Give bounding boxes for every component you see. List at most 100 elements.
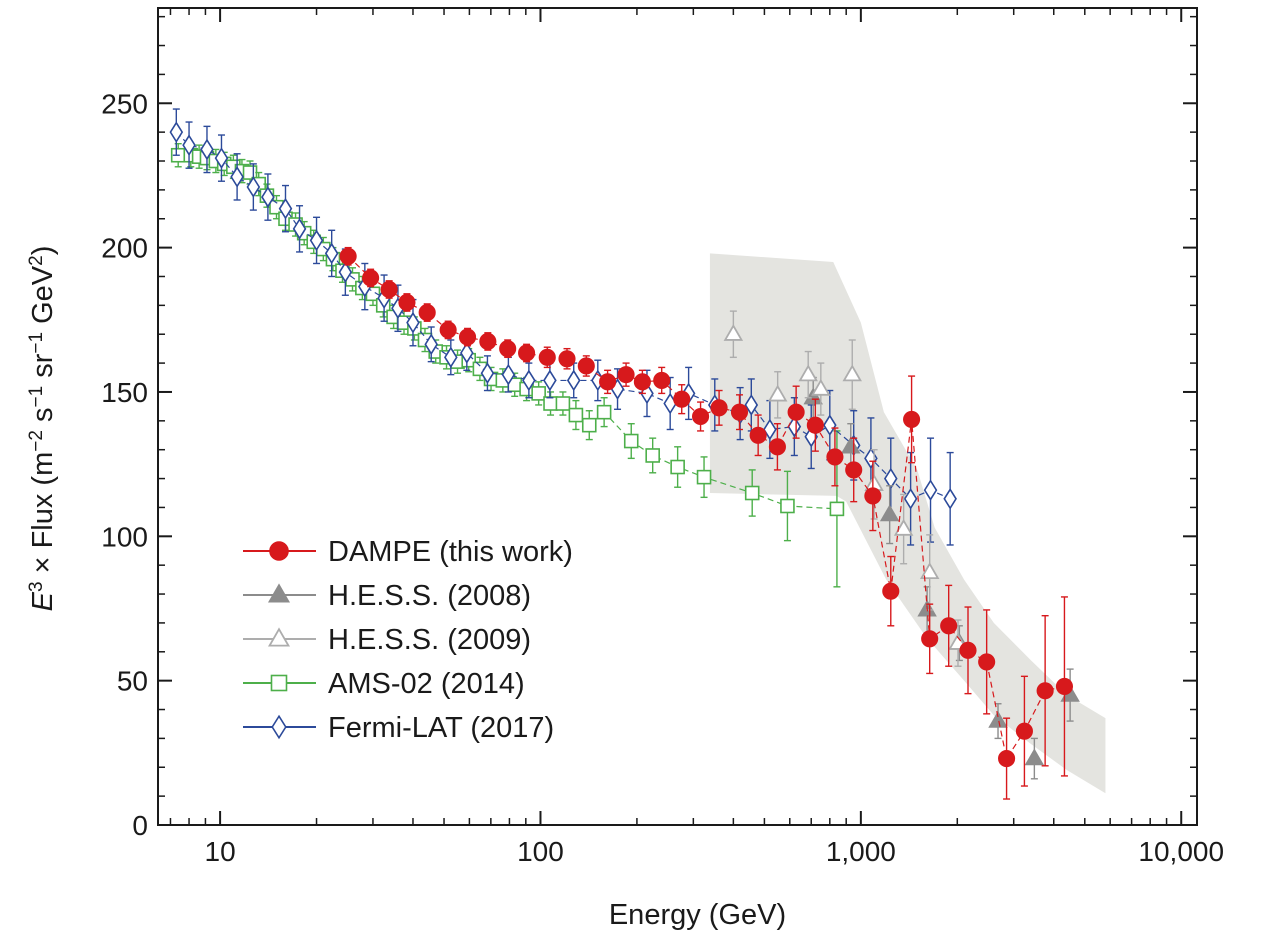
data-point [696, 469, 712, 485]
data-point [479, 332, 497, 350]
data-point [768, 438, 786, 456]
data-point [811, 378, 831, 396]
data-point [670, 459, 685, 475]
legend: DAMPE (this work) H.E.S.S. (2008) H.E.S.S.… [243, 536, 573, 744]
data-point [339, 247, 357, 265]
data-point [439, 321, 457, 339]
data-point [842, 364, 862, 382]
data-point [943, 487, 957, 510]
y-tick-label: 150 [101, 377, 148, 408]
y-axis-title-sup: 2 [26, 255, 47, 266]
data-point [806, 416, 824, 434]
series-Fermi-LAT (2017) [169, 108, 957, 546]
data-point [710, 399, 728, 417]
data-point [823, 414, 837, 437]
data-point [633, 373, 651, 391]
data-point [267, 627, 291, 647]
data-point [882, 582, 900, 600]
data-point [903, 487, 918, 510]
legend-entry: Fermi-LAT (2017) [243, 712, 554, 744]
legend-entry: H.E.S.S. (2008) [243, 580, 531, 612]
data-point [278, 197, 293, 220]
data-point [730, 403, 749, 421]
data-point [645, 448, 660, 463]
plot-frame [157, 7, 1198, 826]
legend-label: H.E.S.S. (2009) [328, 624, 531, 656]
y-tick-label: 250 [101, 88, 148, 119]
data-point [543, 369, 557, 392]
data-point [230, 166, 244, 188]
data-point [169, 121, 184, 144]
data-point [292, 217, 307, 240]
data-point [864, 447, 878, 470]
data-point [182, 134, 196, 156]
y-tick-label: 0 [132, 810, 148, 841]
x-tick-label: 10,000 [1138, 836, 1224, 867]
y-tick-label: 50 [117, 666, 148, 697]
data-point [269, 541, 289, 561]
data-point [826, 448, 844, 466]
data-point [923, 479, 938, 501]
data-point [798, 364, 818, 382]
data-point [406, 311, 420, 334]
data-point [531, 386, 546, 401]
x-tick-label: 1,000 [826, 836, 896, 867]
data-point [418, 304, 436, 322]
data-point [864, 487, 882, 505]
data-point [577, 357, 595, 375]
data-point [338, 261, 353, 284]
legend-label: AMS-02 (2014) [328, 668, 525, 700]
y-axis-title-base: E [27, 591, 59, 611]
data-point [267, 583, 291, 603]
data-point [501, 363, 516, 386]
data-point [919, 562, 940, 580]
data-point [893, 518, 914, 536]
data-point [1055, 677, 1074, 695]
data-point [324, 242, 339, 265]
data-point [458, 328, 477, 346]
data-point [787, 403, 805, 421]
data-point [841, 436, 861, 454]
data-point [780, 498, 795, 514]
data-point [538, 348, 556, 366]
data-point [599, 373, 617, 391]
data-point [261, 186, 275, 208]
y-axis-title-part: × Flux (m [27, 452, 59, 582]
x-axis-title: Energy (GeV) [609, 899, 786, 931]
y-axis-title-sup: −1 [26, 332, 47, 354]
y-axis-title-sup: −2 [26, 430, 47, 452]
series-DAMPE (this work) [339, 246, 1074, 800]
y-axis-title-part: sr [27, 353, 59, 386]
data-point [522, 369, 536, 392]
y-axis-title-sup: −1 [26, 386, 47, 408]
data-point [1024, 748, 1045, 766]
data-point [673, 390, 691, 408]
y-tick-label: 200 [101, 233, 148, 264]
data-point [940, 617, 958, 635]
data-point [200, 138, 214, 161]
data-point [998, 750, 1016, 768]
y-axis-title-part: s [27, 408, 59, 431]
data-point [845, 461, 863, 479]
data-point [460, 342, 474, 364]
legend-label: H.E.S.S. (2008) [328, 580, 531, 612]
data-point [566, 369, 581, 392]
data-point [883, 467, 898, 490]
data-point [1036, 682, 1054, 700]
data-point [568, 407, 584, 423]
data-point [424, 333, 439, 356]
data-point [271, 714, 287, 740]
data-point [270, 674, 288, 692]
x-tick-label: 10 [205, 836, 236, 867]
data-point [558, 350, 576, 368]
series-H.E.S.S. (2008) [803, 376, 1080, 780]
y-axis-title-sup: 3 [26, 581, 47, 592]
axes: 0 50 100 150 200 250 10 100 1,000 10,000 [101, 8, 1224, 867]
data-point [246, 176, 261, 198]
data-point [723, 323, 744, 341]
y-tick-label: 100 [101, 521, 148, 552]
band-area [709, 253, 1106, 794]
data-point [555, 396, 571, 411]
data-point [543, 396, 558, 411]
data-point [309, 229, 324, 252]
